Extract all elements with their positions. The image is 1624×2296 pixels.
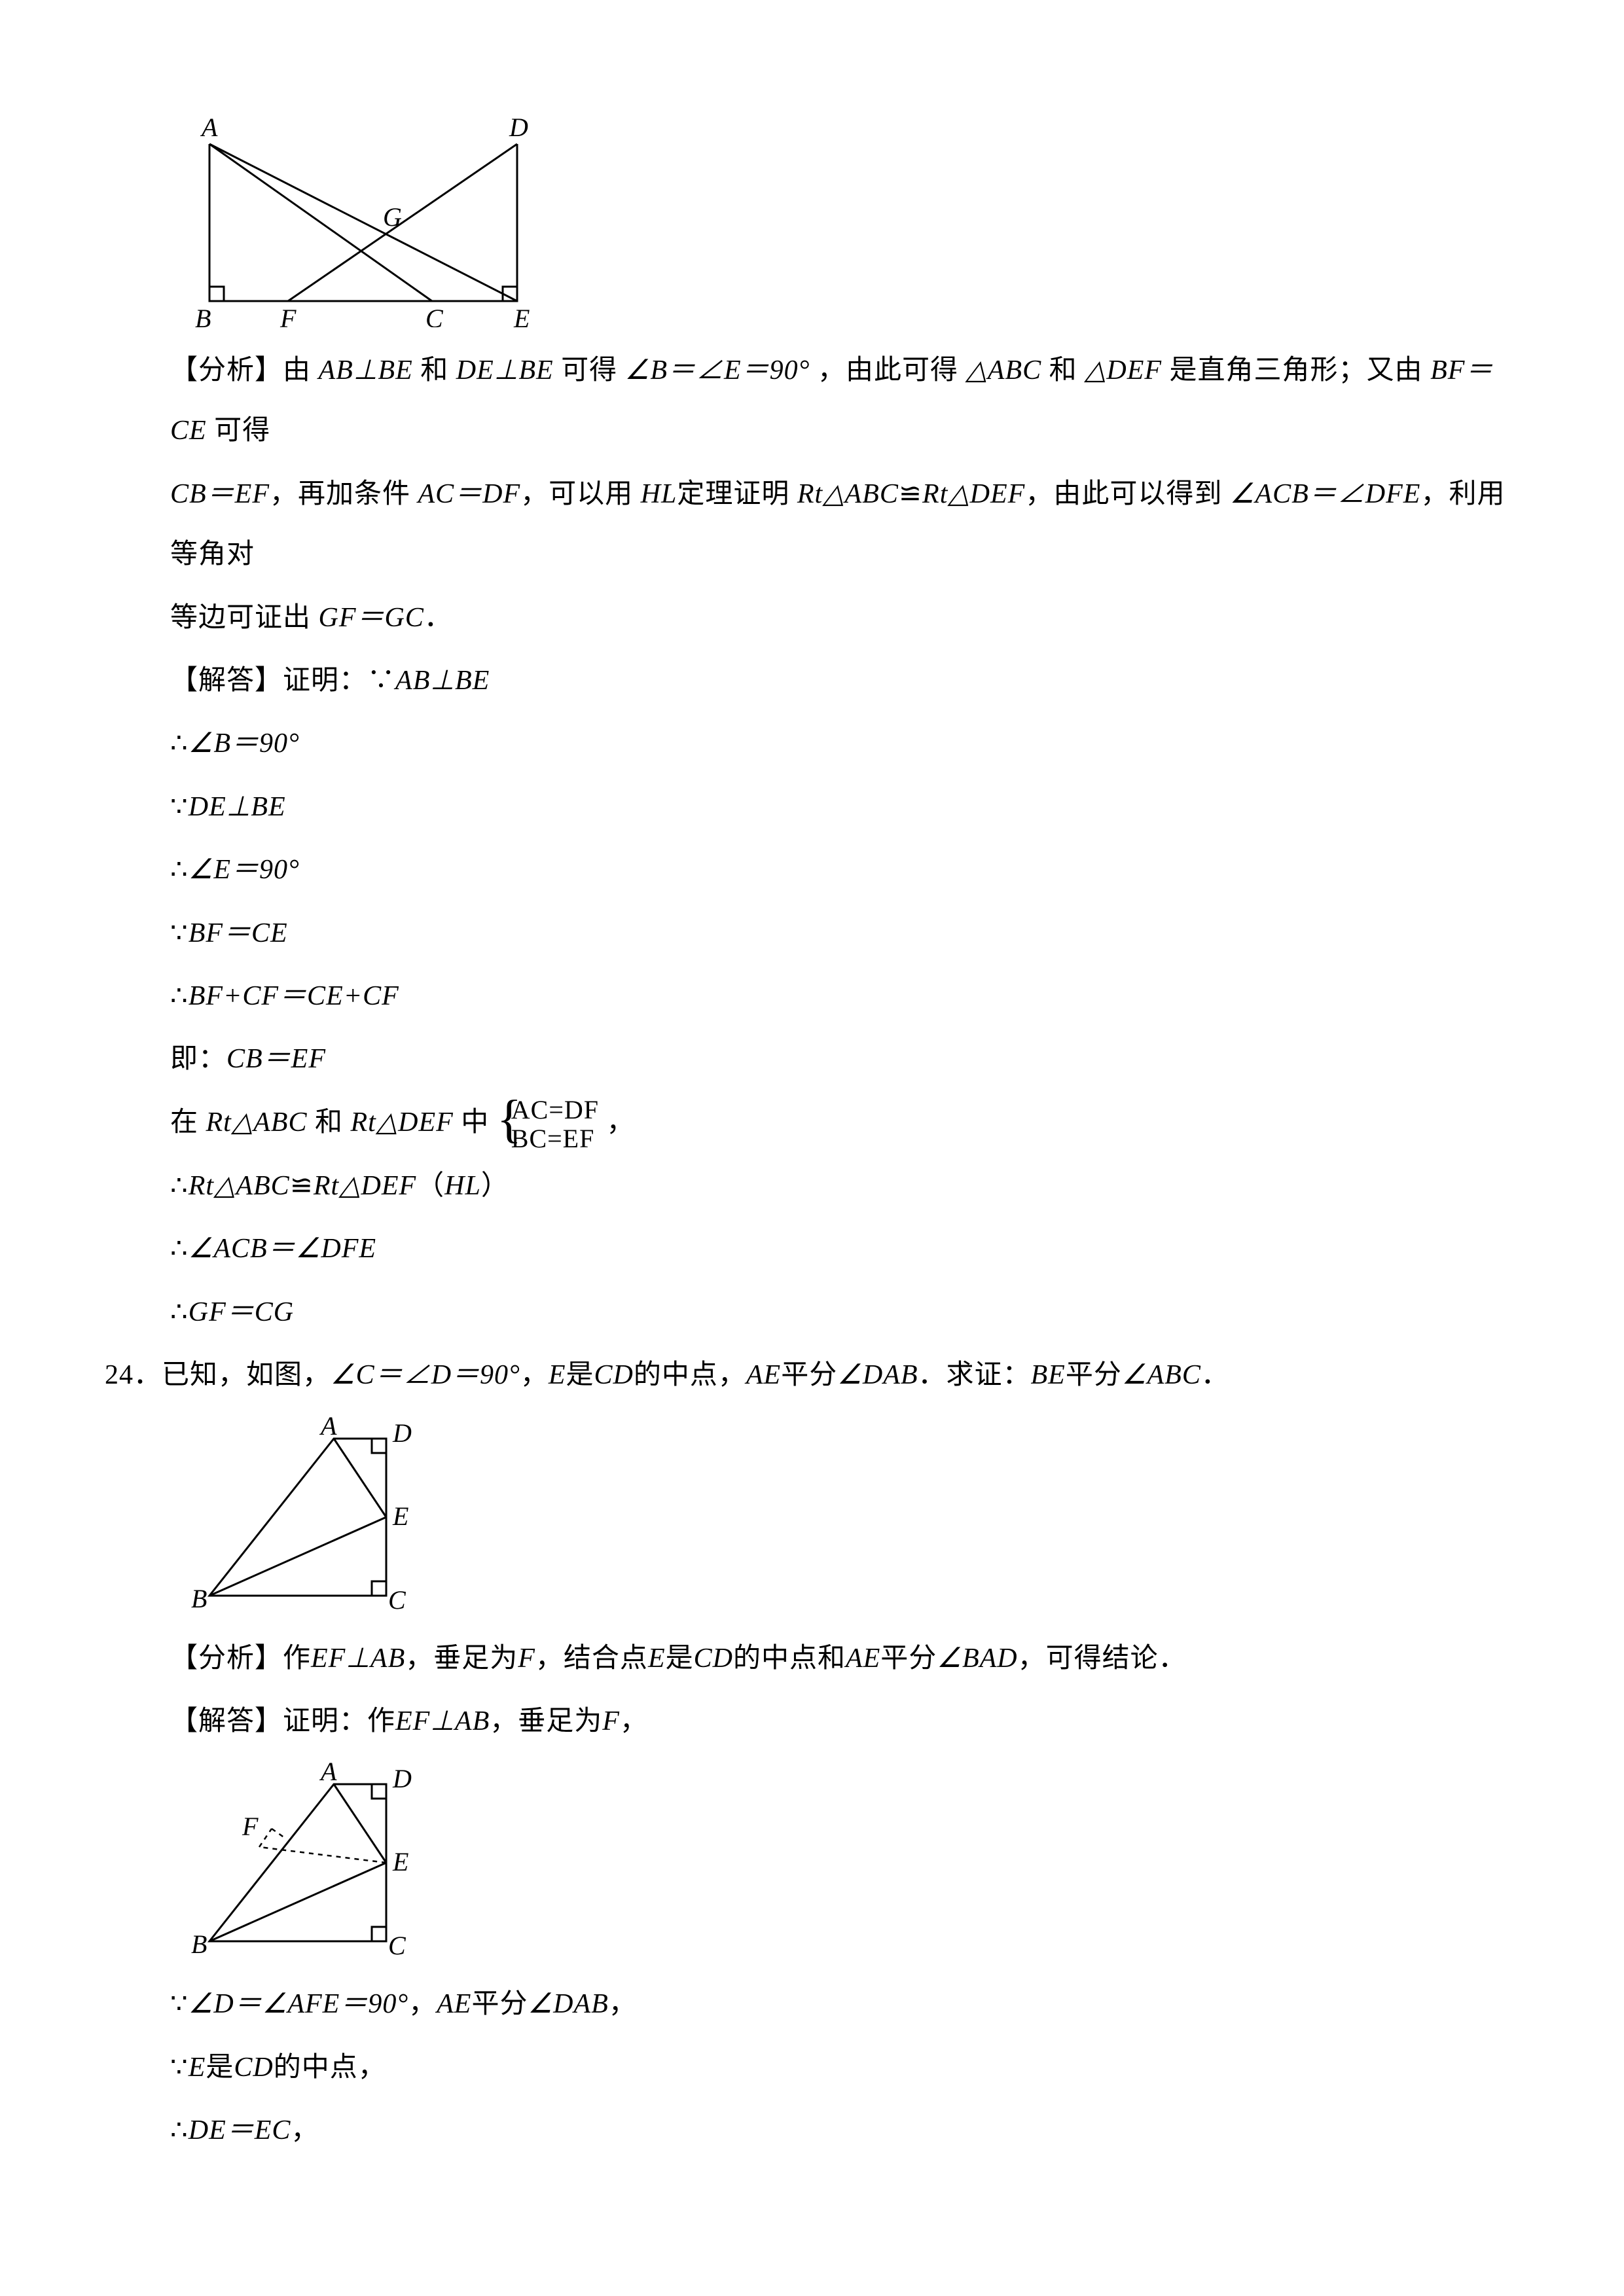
label-E: E [392,1501,408,1531]
label-B: B [195,304,211,327]
proof-step: ∴∠E＝90° [92,840,1506,900]
analysis-1-line3: 等边可证出 GF＝GC． [92,588,1506,648]
page-content: A D B F C E G 【分析】由 AB⊥BE 和 DE⊥BE 可得 ∠B＝… [92,111,1506,2161]
proof-step: ∵DE⊥BE [92,777,1506,837]
analysis-1-line1: 【分析】由 AB⊥BE 和 DE⊥BE 可得 ∠B＝∠E＝90° ，由此可得 △… [92,340,1506,461]
figure-3: A D E B C F [190,1758,1506,1961]
label-F: F [280,304,297,327]
label-F: F [242,1812,259,1841]
proof-step: ∴∠ACB＝∠DFE [92,1219,1506,1279]
proof-step: ∴DE＝EC， [92,2100,1506,2161]
proof-step: ∴GF＝CG [92,1282,1506,1342]
proof-step: ∵E是CD的中点， [92,2037,1506,2098]
label-C: C [388,1585,406,1615]
analysis-1-line2: CB＝EF，再加条件 AC＝DF，可以用 HL定理证明 Rt△ABC≌Rt△DE… [92,464,1506,585]
label-E: E [392,1847,408,1876]
proof-step: 即：CB＝EF [92,1029,1506,1089]
proof-step: ∴Rt△ABC≌Rt△DEF（HL） [92,1156,1506,1216]
label-G: G [383,202,402,232]
label-B: B [191,1929,207,1959]
label-A: A [319,1758,337,1786]
proof-1-line1: 【解答】证明：∵AB⊥BE [92,651,1506,711]
label-D: D [392,1418,412,1448]
proof-step: ∴BF+CF＝CE+CF [92,966,1506,1026]
label-D: D [509,113,528,142]
label-E: E [513,304,530,327]
proof-step: ∵BF＝CE [92,903,1506,963]
label-C: C [425,304,444,327]
label-A: A [319,1412,337,1441]
proof-step: ∵∠D＝∠AFE＝90°，AE平分∠DAB， [92,1974,1506,2034]
label-C: C [388,1931,406,1960]
analysis-2: 【分析】作EF⊥AB，垂足为F，结合点E是CD的中点和AE平分∠BAD，可得结论… [92,1628,1506,1689]
label-D: D [392,1764,412,1793]
figure-2: A D E B C [190,1412,1506,1615]
proof-2-line1: 【解答】证明：作EF⊥AB，垂足为F， [92,1691,1506,1751]
proof-step: ∴∠B＝90° [92,713,1506,774]
label-A: A [200,113,218,142]
label-B: B [191,1584,207,1613]
q24-statement: 24．已知，如图，∠C＝∠D＝90°，E是CD的中点，AE平分∠DAB．求证：B… [92,1345,1506,1405]
proof-step-system: 在 Rt△ABC 和 Rt△DEF 中 { AC=DF BC=EF ， [92,1092,1506,1153]
figure-1: A D B F C E G [190,111,1506,327]
